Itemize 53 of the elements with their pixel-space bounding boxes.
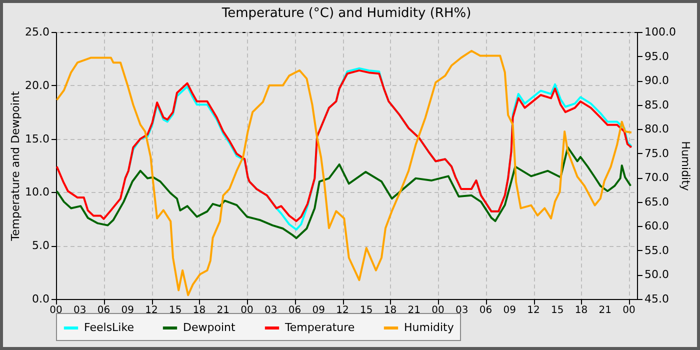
y2-tick-label: 55.0	[644, 244, 669, 257]
x-tick-label: 18	[384, 305, 397, 316]
x-tick-label: 12	[336, 305, 349, 316]
x-tick-label: 18	[192, 305, 206, 316]
legend-label: Temperature	[284, 321, 355, 334]
y2-tick-label: 90.0	[644, 74, 669, 88]
y2-tick-label: 75.0	[644, 146, 669, 160]
y-tick-label: 15.0	[25, 132, 50, 146]
y-tick-label: 0.0	[32, 292, 50, 306]
x-tick-label: 09	[312, 305, 326, 316]
x-tick-label: 00	[240, 305, 254, 316]
x-tick-label: 03	[456, 305, 468, 316]
x-tick-label: 00	[622, 305, 636, 316]
x-tick-label: 09	[503, 305, 516, 316]
legend-label: Humidity	[404, 321, 454, 334]
line-series	[56, 146, 632, 240]
y2-tick-label: 45.0	[644, 292, 669, 306]
x-tick-label: 18	[574, 305, 588, 316]
y2-tick-label: 65.0	[644, 195, 669, 208]
x-tick-label: 12	[527, 305, 540, 316]
chart-title: Temperature (°C) and Humidity (RH%)	[220, 6, 472, 21]
x-tick-label: 21	[216, 305, 230, 316]
x-tick-label: 06	[479, 305, 492, 316]
x-tick-label: 15	[169, 305, 182, 316]
x-tick-label: 06	[97, 305, 110, 316]
y-axis-title: Temperature and Dewpoint	[9, 90, 22, 242]
line-series	[56, 69, 632, 222]
x-tick-label: 00	[432, 305, 444, 316]
y2-tick-label: 80.0	[644, 122, 669, 136]
y2-tick-label: 50.0	[644, 268, 669, 282]
x-tick-label: 15	[360, 305, 373, 316]
x-tick-label: 09	[121, 305, 134, 316]
x-tick-label: 21	[408, 305, 421, 316]
legend-label: Dewpoint	[183, 321, 236, 334]
y2-tick-label: 100.0	[644, 26, 676, 38]
x-tick-label: 12	[145, 305, 158, 316]
x-tick-label: 15	[551, 305, 564, 316]
y2-tick-label: 70.0	[644, 171, 669, 184]
line-series	[56, 50, 632, 296]
y2-axis-title: Humidity	[678, 141, 692, 192]
x-tick-label: 03	[74, 305, 86, 316]
y2-tick-label: 85.0	[644, 98, 669, 112]
y-tick-label: 5.0	[32, 239, 50, 252]
y-tick-label: 25.0	[25, 26, 50, 38]
y2-tick-label: 95.0	[644, 50, 669, 63]
x-tick-label: 06	[288, 305, 302, 316]
x-tick-label: 03	[264, 305, 278, 316]
x-tick-label: 00	[50, 305, 62, 316]
legend-label: FeelsLike	[84, 321, 134, 334]
y-tick-label: 10.0	[25, 186, 50, 199]
y-tick-label: 20.0	[25, 78, 50, 92]
x-tick-label: 21	[598, 305, 612, 316]
y2-tick-label: 60.0	[644, 220, 669, 233]
